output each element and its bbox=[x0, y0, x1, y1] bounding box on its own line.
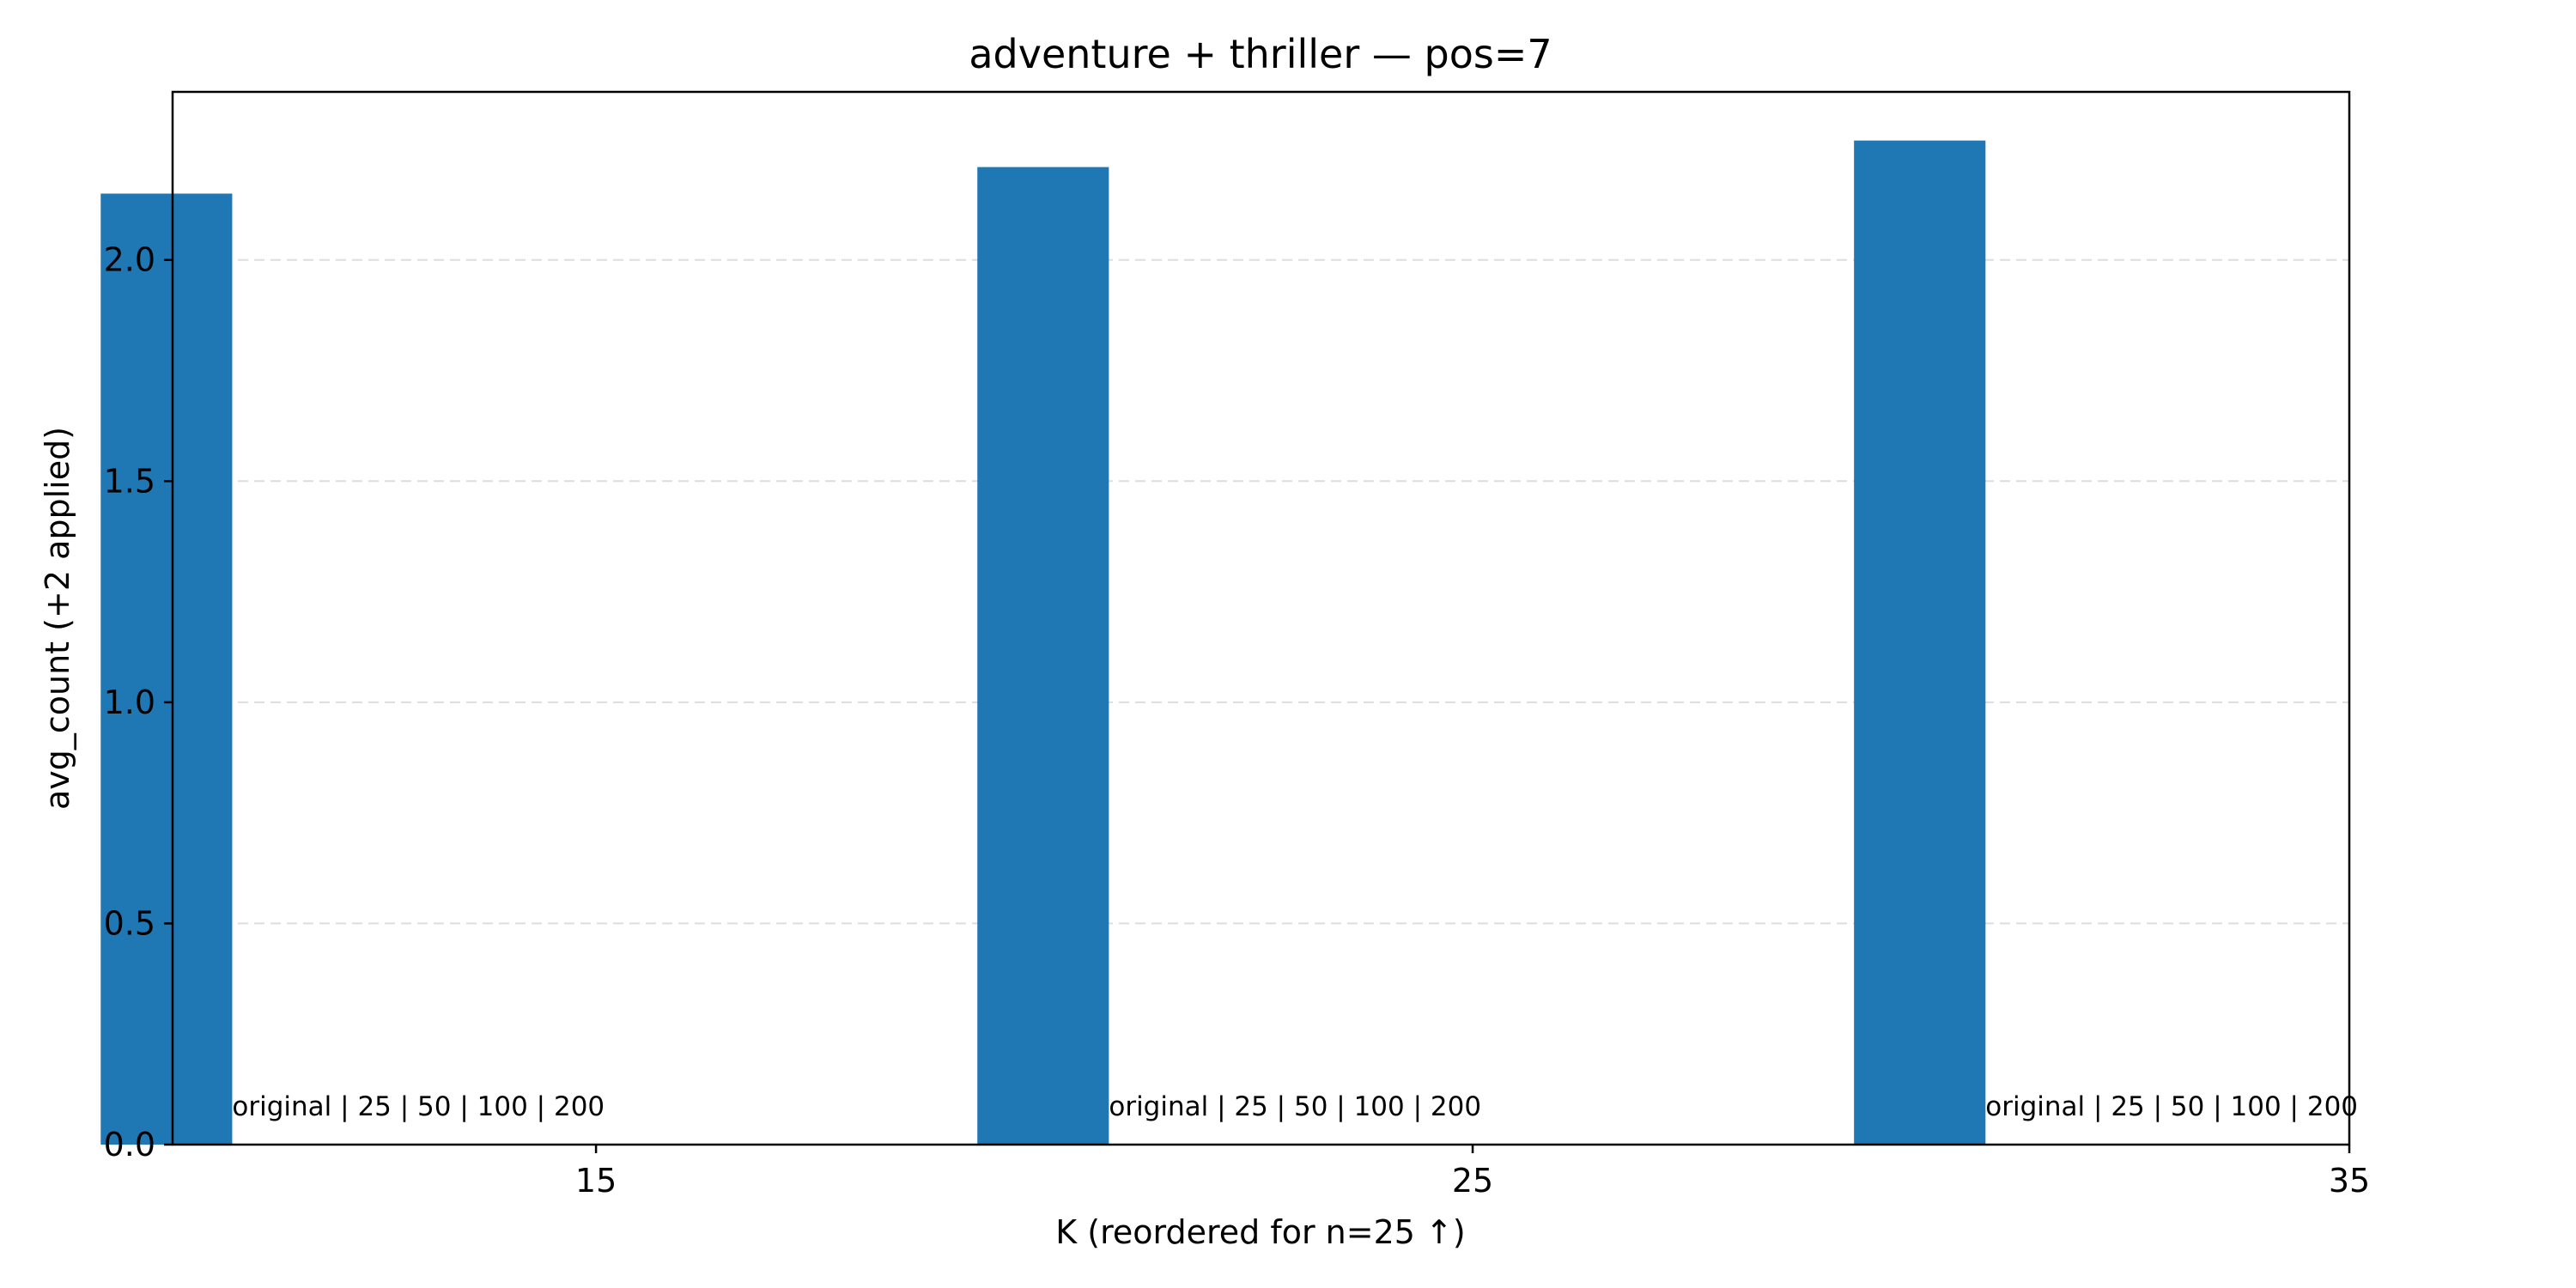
x-tick-label: 25 bbox=[1452, 1162, 1493, 1200]
plot-frame bbox=[171, 90, 2351, 1146]
bar bbox=[1854, 140, 1986, 1145]
y-tick-label: 0.0 bbox=[104, 1126, 155, 1163]
y-tick-label: 1.0 bbox=[104, 683, 155, 721]
y-axis-ticks: 0.0 0.5 1.0 1.5 2.0 bbox=[104, 241, 173, 1163]
bar-annotation: original | 25 | 50 | 100 | 200 bbox=[1985, 1091, 2358, 1122]
y-tick-label: 1.5 bbox=[104, 462, 155, 500]
x-axis-label: K (reordered for n=25 ↑) bbox=[1055, 1213, 1465, 1251]
bar bbox=[977, 167, 1109, 1145]
chart-title: adventure + thriller — pos=7 bbox=[969, 31, 1552, 77]
y-tick-label: 0.5 bbox=[104, 904, 155, 942]
x-tick-label: 35 bbox=[2329, 1162, 2370, 1200]
bar bbox=[100, 193, 233, 1145]
x-axis-ticks: 15 25 35 bbox=[575, 1145, 2370, 1200]
x-tick-label: 15 bbox=[575, 1162, 617, 1200]
bar-annotation: original | 25 | 50 | 100 | 200 bbox=[1109, 1091, 1481, 1122]
bar-annotation: original | 25 | 50 | 100 | 200 bbox=[232, 1091, 605, 1122]
y-axis-label: avg_count (+2 applied) bbox=[39, 427, 76, 810]
bars bbox=[100, 140, 1986, 1145]
bar-annotations: original | 25 | 50 | 100 | 200 original |… bbox=[232, 1091, 2358, 1122]
y-tick-label: 2.0 bbox=[104, 241, 155, 279]
grid-lines bbox=[173, 258, 2349, 925]
